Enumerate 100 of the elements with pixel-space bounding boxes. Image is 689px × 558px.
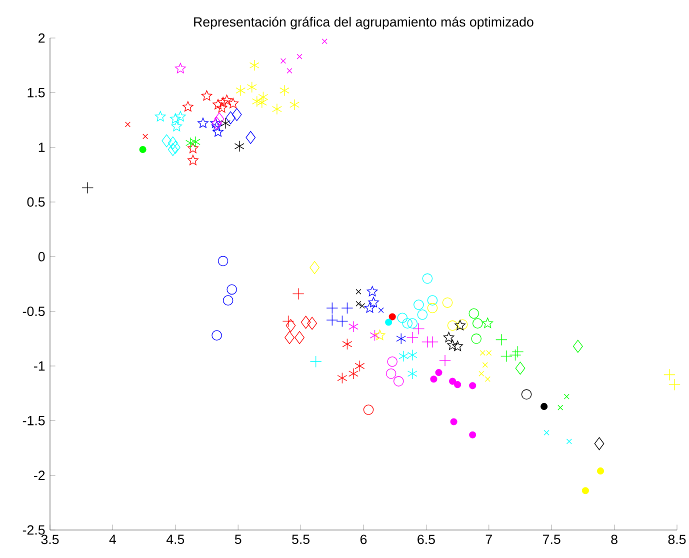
point	[226, 284, 237, 295]
point	[582, 487, 589, 494]
point	[402, 318, 413, 328]
point	[286, 319, 296, 332]
point	[354, 360, 365, 372]
y-tick-label: -1	[34, 361, 45, 371]
point	[170, 140, 180, 154]
point	[414, 300, 424, 310]
point	[348, 320, 358, 332]
point	[182, 101, 194, 112]
point	[256, 96, 267, 108]
point	[427, 295, 438, 306]
point	[447, 340, 458, 350]
point	[398, 350, 409, 362]
point	[359, 303, 366, 309]
point	[322, 38, 328, 44]
x-tick-label: 8.5	[668, 534, 686, 544]
point	[540, 402, 548, 410]
point	[596, 467, 604, 474]
point	[386, 368, 396, 379]
point	[427, 302, 438, 314]
point	[214, 112, 224, 126]
point	[336, 315, 348, 328]
x-tick-label: 4	[109, 534, 116, 544]
point	[294, 331, 304, 344]
point	[422, 273, 433, 284]
point	[450, 418, 458, 426]
point	[284, 331, 294, 344]
point	[468, 308, 479, 319]
point	[668, 378, 680, 391]
point	[341, 302, 354, 314]
point	[430, 376, 438, 383]
point	[484, 376, 490, 382]
point	[282, 315, 294, 328]
point	[512, 346, 524, 358]
point	[272, 103, 282, 115]
point	[307, 316, 318, 330]
x-tick-label: 8	[611, 534, 618, 544]
point	[296, 54, 302, 60]
point	[220, 118, 231, 129]
point	[454, 320, 466, 330]
point	[211, 120, 222, 132]
point	[226, 111, 236, 124]
point	[171, 120, 182, 132]
point	[342, 338, 352, 350]
x-tick-label: 5.5	[292, 534, 310, 544]
point	[471, 334, 482, 344]
x-tick-label: 6	[360, 534, 367, 544]
point	[188, 154, 198, 166]
point	[212, 99, 224, 110]
point	[457, 319, 468, 330]
point	[472, 318, 483, 328]
point	[216, 102, 228, 113]
point	[249, 60, 260, 72]
point	[258, 91, 268, 103]
point	[515, 362, 526, 375]
point	[449, 378, 456, 385]
point	[310, 261, 320, 274]
point	[168, 136, 178, 150]
point	[407, 318, 418, 328]
point	[364, 302, 376, 313]
point	[544, 430, 550, 436]
point	[435, 369, 442, 376]
point	[363, 404, 374, 415]
point	[594, 437, 604, 450]
point	[454, 381, 462, 388]
point	[337, 372, 348, 384]
point	[170, 113, 181, 124]
point	[469, 382, 476, 390]
point	[396, 333, 406, 344]
point	[252, 96, 262, 108]
point	[356, 300, 362, 306]
point	[228, 98, 238, 108]
point	[280, 58, 286, 64]
x-tick-label: 7	[486, 534, 492, 544]
point	[370, 330, 380, 342]
y-tick-label: -0.5	[22, 306, 45, 316]
chart-title: Representación gráfica del agrupamiento más optimizado	[194, 16, 534, 30]
point	[388, 313, 396, 320]
point	[175, 111, 186, 122]
point	[326, 314, 338, 326]
y-tick-label: -2	[34, 470, 45, 480]
point	[139, 146, 146, 154]
point	[82, 182, 94, 194]
point	[566, 438, 572, 444]
point	[185, 137, 196, 149]
point	[300, 316, 311, 329]
point	[393, 376, 404, 386]
point	[387, 356, 398, 367]
x-tick-label: 3.5	[41, 534, 59, 544]
point	[290, 99, 300, 110]
point	[407, 349, 418, 361]
point	[521, 389, 532, 400]
point	[509, 349, 522, 361]
point	[496, 334, 508, 346]
y-tick-label: -1.5	[22, 416, 45, 426]
y-tick-label: 0	[38, 252, 45, 262]
point	[221, 94, 232, 105]
point	[406, 332, 418, 344]
point	[378, 307, 384, 314]
